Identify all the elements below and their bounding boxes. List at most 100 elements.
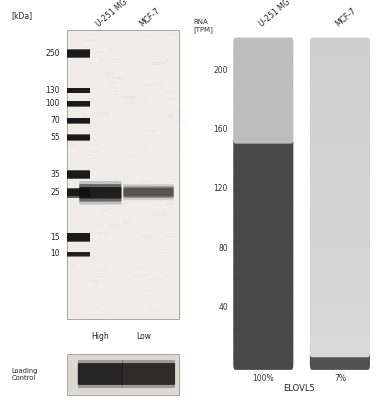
Bar <box>67 135 90 140</box>
Bar <box>90 44 94 47</box>
FancyBboxPatch shape <box>67 49 90 56</box>
Bar <box>147 84 163 86</box>
FancyBboxPatch shape <box>67 51 90 58</box>
Text: 70: 70 <box>50 116 60 125</box>
FancyBboxPatch shape <box>67 136 90 141</box>
Text: MCF-7: MCF-7 <box>334 7 358 29</box>
FancyBboxPatch shape <box>310 50 370 68</box>
Bar <box>99 58 104 60</box>
Bar <box>67 189 90 196</box>
Bar <box>147 188 153 189</box>
Bar <box>123 164 126 165</box>
Bar <box>72 190 88 193</box>
Bar <box>111 53 120 54</box>
FancyBboxPatch shape <box>233 88 293 106</box>
Bar <box>152 239 159 241</box>
Bar <box>128 192 139 194</box>
Bar <box>87 144 101 146</box>
Bar <box>150 105 163 108</box>
FancyBboxPatch shape <box>233 214 293 232</box>
Bar <box>113 87 116 90</box>
FancyBboxPatch shape <box>67 252 90 255</box>
FancyBboxPatch shape <box>67 191 90 198</box>
FancyBboxPatch shape <box>67 354 178 395</box>
Bar <box>86 50 96 52</box>
Bar <box>70 39 79 42</box>
Bar <box>94 151 104 154</box>
Bar <box>129 126 144 130</box>
Bar <box>167 59 176 61</box>
Bar <box>98 62 102 63</box>
Bar <box>125 96 139 98</box>
FancyBboxPatch shape <box>233 201 293 219</box>
Bar <box>149 257 161 260</box>
Bar <box>67 88 90 93</box>
FancyBboxPatch shape <box>233 251 293 269</box>
Bar <box>130 98 146 100</box>
FancyBboxPatch shape <box>233 138 293 156</box>
Bar <box>79 53 84 54</box>
Bar <box>149 225 164 227</box>
Bar <box>105 72 114 75</box>
FancyBboxPatch shape <box>67 189 90 196</box>
Bar <box>96 224 101 226</box>
Bar <box>67 171 90 178</box>
Bar <box>160 86 165 88</box>
Bar <box>72 62 84 63</box>
FancyBboxPatch shape <box>310 339 370 357</box>
Bar <box>177 155 192 158</box>
Bar <box>105 42 110 43</box>
Text: 15: 15 <box>50 233 60 242</box>
Bar <box>73 266 76 268</box>
Bar <box>152 213 167 216</box>
Bar <box>114 180 119 182</box>
Bar <box>163 98 175 100</box>
Bar <box>100 167 105 170</box>
Bar <box>150 82 154 83</box>
Bar <box>149 101 156 102</box>
FancyBboxPatch shape <box>67 234 90 241</box>
Bar <box>84 116 92 118</box>
Bar <box>126 246 132 247</box>
FancyBboxPatch shape <box>67 171 90 178</box>
Bar <box>168 33 181 36</box>
FancyBboxPatch shape <box>67 233 90 240</box>
Bar <box>82 40 96 42</box>
FancyBboxPatch shape <box>67 102 90 106</box>
Bar <box>83 46 92 48</box>
FancyBboxPatch shape <box>233 100 293 118</box>
Bar <box>67 312 83 314</box>
FancyBboxPatch shape <box>67 170 90 177</box>
FancyBboxPatch shape <box>122 360 175 388</box>
Bar <box>168 68 181 69</box>
Bar <box>154 175 170 177</box>
Bar <box>119 272 124 275</box>
Bar <box>121 41 125 43</box>
FancyBboxPatch shape <box>310 276 370 294</box>
Bar <box>163 315 172 318</box>
Text: 40: 40 <box>218 303 228 312</box>
Bar <box>83 116 87 118</box>
Bar <box>93 232 102 234</box>
Bar <box>129 156 135 157</box>
FancyBboxPatch shape <box>310 314 370 332</box>
Bar <box>163 209 167 211</box>
FancyBboxPatch shape <box>233 339 293 357</box>
FancyBboxPatch shape <box>233 163 293 181</box>
Bar <box>106 70 112 72</box>
Bar <box>170 93 182 96</box>
FancyBboxPatch shape <box>310 302 370 320</box>
Bar <box>113 254 123 256</box>
Bar <box>176 98 189 99</box>
Bar <box>120 96 135 99</box>
FancyBboxPatch shape <box>233 352 293 370</box>
Bar <box>79 121 91 124</box>
Bar <box>149 61 164 63</box>
FancyBboxPatch shape <box>67 134 90 139</box>
Bar <box>95 51 104 53</box>
FancyBboxPatch shape <box>310 201 370 219</box>
FancyBboxPatch shape <box>233 38 293 56</box>
Bar <box>119 206 130 208</box>
Bar <box>112 59 123 60</box>
Bar <box>177 80 190 82</box>
